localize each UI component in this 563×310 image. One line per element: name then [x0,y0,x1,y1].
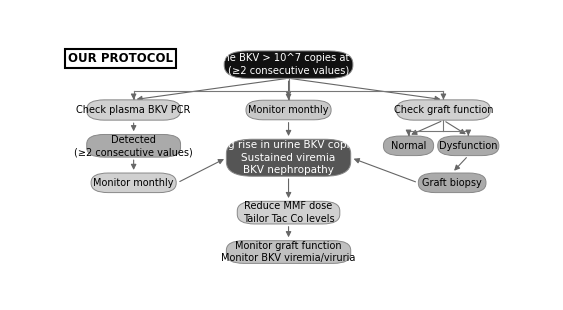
Text: Log rise in urine BKV copies
Sustained viremia
BKV nephropathy: Log rise in urine BKV copies Sustained v… [216,140,361,175]
FancyBboxPatch shape [237,201,340,224]
FancyBboxPatch shape [418,173,486,193]
FancyBboxPatch shape [246,100,331,120]
FancyBboxPatch shape [87,135,181,157]
Text: Dysfunction: Dysfunction [439,141,498,151]
Text: Check plasma BKV PCR: Check plasma BKV PCR [77,105,191,115]
Text: Monitor monthly: Monitor monthly [93,178,174,188]
FancyBboxPatch shape [226,139,351,176]
Text: Monitor graft function
Monitor BKV viremia/viruria: Monitor graft function Monitor BKV virem… [221,241,356,263]
Text: Normal: Normal [391,141,426,151]
Text: Graft biopsy: Graft biopsy [422,178,482,188]
Text: OUR PROTOCOL: OUR PROTOCOL [68,52,173,65]
FancyBboxPatch shape [438,136,499,156]
FancyBboxPatch shape [87,100,181,120]
Text: Urine BKV > 10^7 copies at 2m
(≥2 consecutive values): Urine BKV > 10^7 copies at 2m (≥2 consec… [209,53,368,76]
Text: Detected
(≥2 consecutive values): Detected (≥2 consecutive values) [74,135,193,157]
FancyBboxPatch shape [91,173,176,193]
Text: Check graft function: Check graft function [394,105,493,115]
Text: Reduce MMF dose
Tailor Tac Co levels: Reduce MMF dose Tailor Tac Co levels [243,202,334,224]
FancyBboxPatch shape [224,51,353,78]
FancyBboxPatch shape [396,100,490,120]
Text: Monitor monthly: Monitor monthly [248,105,329,115]
FancyBboxPatch shape [383,136,434,156]
FancyBboxPatch shape [226,241,351,264]
